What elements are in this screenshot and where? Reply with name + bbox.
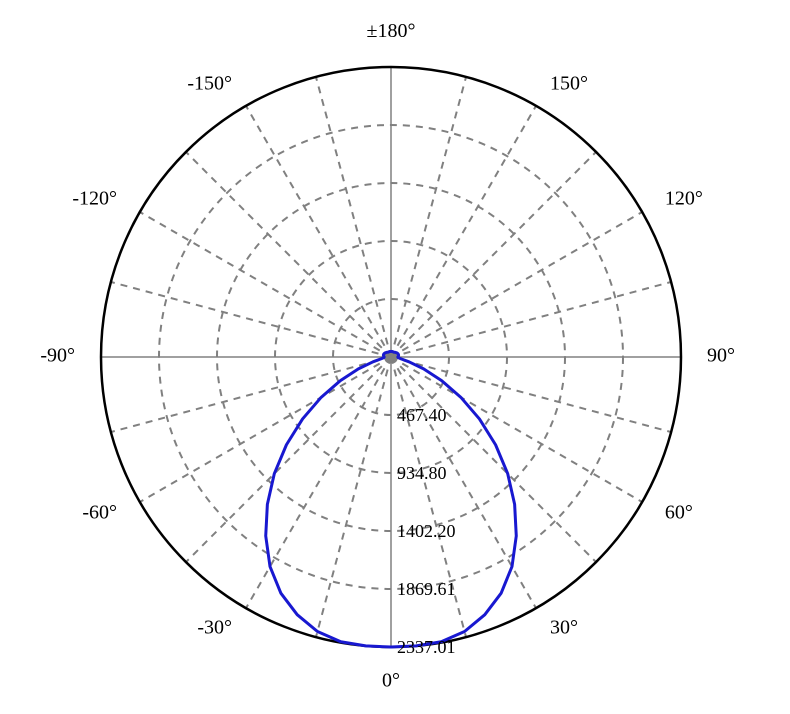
- angle-label: -150°: [187, 73, 232, 95]
- angle-label: 120°: [665, 188, 703, 210]
- radial-label: 1869.61: [397, 579, 456, 599]
- angle-label: 60°: [665, 502, 693, 524]
- angle-label: -90°: [40, 345, 75, 367]
- radial-label: 1402.20: [397, 521, 456, 541]
- radial-label: 2337.01: [397, 637, 456, 657]
- radial-label: 934.80: [397, 463, 447, 483]
- radial-label: 467.40: [397, 405, 447, 425]
- angle-label: 150°: [550, 73, 588, 95]
- angle-label: -30°: [197, 617, 232, 639]
- angle-label: -120°: [72, 188, 117, 210]
- angle-label: -60°: [82, 502, 117, 524]
- angle-label: 0°: [382, 670, 400, 692]
- angle-label: ±180°: [367, 20, 416, 42]
- polar-chart: 467.40 934.80 1402.20 1869.61 2337.01 ±180° 15…: [0, 0, 790, 714]
- angle-label: 30°: [550, 617, 578, 639]
- angle-label: 90°: [707, 345, 735, 367]
